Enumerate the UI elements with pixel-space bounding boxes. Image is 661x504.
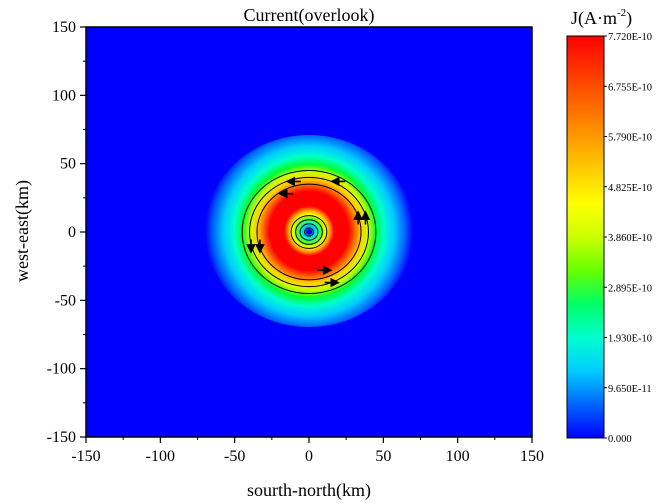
x-tick-label: 0 xyxy=(305,448,313,465)
y-axis-label: west-east(km) xyxy=(12,180,33,282)
x-axis-label: sourth-north(km) xyxy=(247,480,371,501)
x-tick-label: -100 xyxy=(146,448,175,465)
x-tick-label: 100 xyxy=(446,448,470,465)
contour-line xyxy=(249,176,369,288)
y-axis-ticks: -150 -100 -50 0 50 100 150 xyxy=(47,19,86,446)
field-center xyxy=(306,229,312,235)
x-tick-label: -50 xyxy=(224,448,245,465)
colorbar-unit-label: J(A·m-2) xyxy=(571,7,632,29)
colorbar-tick-label: 6.755E-10 xyxy=(608,82,652,93)
colorbar-tick-label: 0.000 xyxy=(608,434,632,445)
contour-line xyxy=(295,219,323,245)
colorbar-scale xyxy=(566,35,605,439)
chart-title: Current(overlook) xyxy=(244,5,375,26)
x-tick-label: 150 xyxy=(520,448,544,465)
colorbar-tick-label: 7.720E-10 xyxy=(608,32,652,43)
colorbar: J(A·m-2) 7.720E-10 6.755E-10 5.790E-10 4.82… xyxy=(566,7,652,445)
y-tick-label: -100 xyxy=(47,361,76,378)
x-tick-label: -150 xyxy=(71,448,100,465)
colorbar-unit-base: J(A·m xyxy=(571,8,617,29)
colorbar-unit-close: ) xyxy=(626,8,632,29)
y-tick-label: 150 xyxy=(52,19,76,36)
x-axis-ticks: -150 -100 -50 0 50 100 150 xyxy=(71,437,544,465)
contour-line xyxy=(299,223,319,241)
y-tick-label: 100 xyxy=(52,87,76,104)
y-tick-label: 50 xyxy=(60,156,76,173)
y-tick-label: 0 xyxy=(68,224,76,241)
contour-line xyxy=(290,215,328,249)
contour-lines xyxy=(241,170,377,294)
current-arrows xyxy=(246,176,371,288)
x-tick-label: 50 xyxy=(375,448,391,465)
plot-area xyxy=(86,27,532,437)
colorbar-unit-exponent: -2 xyxy=(617,7,626,19)
y-tick-label: -150 xyxy=(47,429,76,446)
colorbar-tick-label: 3.860E-10 xyxy=(608,233,652,244)
colorbar-tick-label: 4.825E-10 xyxy=(608,183,652,194)
colorbar-tick-label: 5.790E-10 xyxy=(608,133,652,144)
colorbar-tick-label: 2.895E-10 xyxy=(608,283,652,294)
colorbar-ticks: 7.720E-10 6.755E-10 5.790E-10 4.825E-10 3.86… xyxy=(604,32,652,445)
contour-line xyxy=(256,183,362,281)
colorbar-tick-label: 9.650E-11 xyxy=(608,384,652,395)
contour-line xyxy=(304,227,314,237)
contour-line xyxy=(241,170,377,294)
colorbar-tick-label: 1.930E-10 xyxy=(608,334,652,345)
y-tick-label: -50 xyxy=(55,292,76,309)
